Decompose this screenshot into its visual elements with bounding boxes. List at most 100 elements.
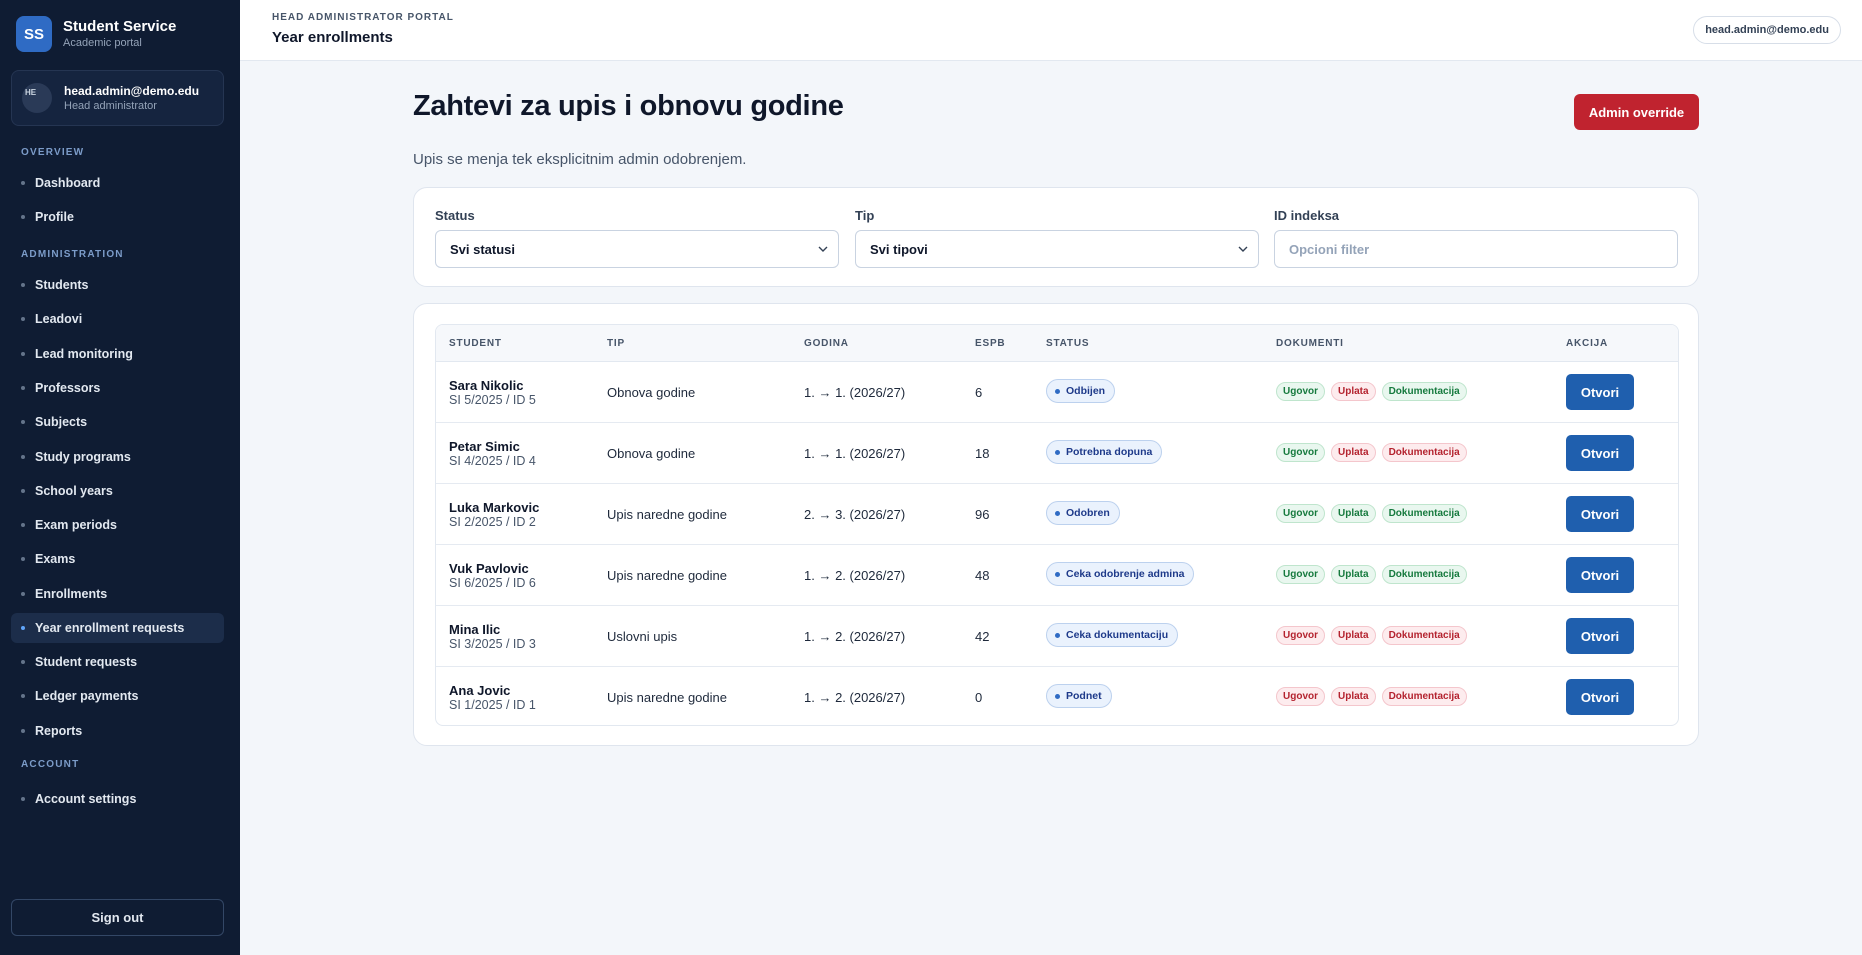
document-badge: Dokumentacija xyxy=(1381,687,1467,706)
sidebar-item-exams[interactable]: Exams xyxy=(11,544,224,574)
sidebar-item-label: Profile xyxy=(35,210,74,224)
open-button[interactable]: Otvori xyxy=(1566,557,1634,593)
request-type: Obnova godine xyxy=(607,446,696,461)
header-student: STUDENT xyxy=(449,338,502,349)
header-akcija: AKCIJA xyxy=(1566,338,1609,349)
action-cell: Otvori xyxy=(1566,618,1634,654)
sidebar-item-dashboard[interactable]: Dashboard xyxy=(11,168,224,198)
document-badge: Dokumentacija xyxy=(1381,382,1467,401)
status-badge: Podnet xyxy=(1046,684,1112,708)
sidebar-item-label: Professors xyxy=(35,381,101,395)
year-transition: 1. → 2. (2026/27) xyxy=(804,568,906,583)
bullet-icon xyxy=(21,352,25,356)
brand-logo: SS xyxy=(16,16,52,52)
document-badge: Uplata xyxy=(1331,504,1376,523)
table-row: Ana Jovic SI 1/2025 / ID 1 Upis naredne go… xyxy=(436,667,1678,725)
action-cell: Otvori xyxy=(1566,557,1634,593)
status-dot-icon xyxy=(1055,693,1060,699)
requests-table-card: STUDENT TIP GODINA ESPB STATUS DOKUMENTI… xyxy=(413,303,1699,746)
tip-select[interactable]: Svi tipovi xyxy=(855,230,1259,268)
year-transition: 1. → 1. (2026/27) xyxy=(804,385,906,400)
open-button[interactable]: Otvori xyxy=(1566,679,1634,715)
status-label: Podnet xyxy=(1066,690,1102,702)
sidebar-item-students[interactable]: Students xyxy=(11,270,224,300)
tip-select-value: Svi tipovi xyxy=(870,241,928,257)
admin-override-button[interactable]: Admin override xyxy=(1574,94,1699,130)
documents-cell: Ugovor Uplata Dokumentacija xyxy=(1276,382,1473,401)
action-cell: Otvori xyxy=(1566,374,1634,410)
document-badge: Dokumentacija xyxy=(1381,443,1467,462)
account-chip[interactable]: head.admin@demo.edu xyxy=(1693,16,1841,44)
action-cell: Otvori xyxy=(1566,496,1634,532)
page-subtitle: Upis se menja tek eksplicitnim admin odo… xyxy=(413,151,747,168)
id-filter: ID indeksa Opcioni filter xyxy=(1274,208,1678,268)
status-cell: Odbijen xyxy=(1046,379,1116,403)
sidebar-item-year-enrollment-requests[interactable]: Year enrollment requests xyxy=(11,613,224,643)
table-header: STUDENT TIP GODINA ESPB STATUS DOKUMENTI… xyxy=(436,325,1678,362)
sidebar-item-enrollments[interactable]: Enrollments xyxy=(11,579,224,609)
student-index: SI 4/2025 / ID 4 xyxy=(449,454,536,468)
sidebar-item-student-requests[interactable]: Student requests xyxy=(11,647,224,677)
student-name: Petar Simic xyxy=(449,439,520,454)
filters-card: Status Svi statusi Tip Svi tipovi ID ind… xyxy=(413,187,1699,287)
status-filter-label: Status xyxy=(435,208,475,223)
status-cell: Potrebna dopuna xyxy=(1046,440,1163,464)
student-name: Luka Markovic xyxy=(449,500,540,515)
sign-out-button[interactable]: Sign out xyxy=(11,899,224,936)
student-name: Ana Jovic xyxy=(449,683,511,698)
document-badge: Uplata xyxy=(1331,382,1376,401)
user-role: Head administrator xyxy=(64,99,157,112)
sidebar-item-label: Study programs xyxy=(35,450,131,464)
year-transition: 1. → 2. (2026/27) xyxy=(804,629,906,644)
status-badge: Ceka dokumentaciju xyxy=(1046,623,1179,647)
espb-value: 48 xyxy=(975,568,990,583)
request-type: Upis naredne godine xyxy=(607,568,727,583)
brand-subtitle: Academic portal xyxy=(63,37,142,49)
status-dot-icon xyxy=(1055,632,1060,638)
status-dot-icon xyxy=(1055,449,1060,455)
sidebar-item-account-settings[interactable]: Account settings xyxy=(11,784,224,814)
bullet-icon xyxy=(21,455,25,459)
requests-table: STUDENT TIP GODINA ESPB STATUS DOKUMENTI… xyxy=(435,324,1679,726)
open-button[interactable]: Otvori xyxy=(1566,496,1634,532)
sidebar-item-exam-periods[interactable]: Exam periods xyxy=(11,510,224,540)
status-dot-icon xyxy=(1055,510,1060,516)
sidebar-item-study-programs[interactable]: Study programs xyxy=(11,442,224,472)
sidebar-item-label: Account settings xyxy=(35,792,137,806)
status-select[interactable]: Svi statusi xyxy=(435,230,839,268)
espb-value: 96 xyxy=(975,507,990,522)
bullet-icon xyxy=(21,592,25,596)
sidebar-item-school-years[interactable]: School years xyxy=(11,476,224,506)
year-transition: 1. → 1. (2026/27) xyxy=(804,446,906,461)
status-badge: Potrebna dopuna xyxy=(1046,440,1163,464)
student-index: SI 1/2025 / ID 1 xyxy=(449,698,536,712)
status-cell: Ceka odobrenje admina xyxy=(1046,562,1195,586)
status-label: Ceka odobrenje admina xyxy=(1066,568,1185,580)
sidebar-item-professors[interactable]: Professors xyxy=(11,373,224,403)
student-name: Mina Ilic xyxy=(449,622,501,637)
id-filter-input[interactable]: Opcioni filter xyxy=(1274,230,1678,268)
request-type: Obnova godine xyxy=(607,385,696,400)
status-badge: Ceka odobrenje admina xyxy=(1046,562,1195,586)
status-select-value: Svi statusi xyxy=(450,241,516,257)
bullet-icon xyxy=(21,181,25,185)
sidebar: SS Student Service Academic portal HE he… xyxy=(0,0,240,955)
sidebar-item-subjects[interactable]: Subjects xyxy=(11,407,224,437)
brand-title: Student Service xyxy=(63,18,177,35)
open-button[interactable]: Otvori xyxy=(1566,618,1634,654)
sidebar-item-ledger-payments[interactable]: Ledger payments xyxy=(11,681,224,711)
open-button[interactable]: Otvori xyxy=(1566,435,1634,471)
sidebar-item-profile[interactable]: Profile xyxy=(11,202,224,232)
bullet-icon xyxy=(21,626,25,630)
sidebar-item-lead-monitoring[interactable]: Lead monitoring xyxy=(11,339,224,369)
status-cell: Ceka dokumentaciju xyxy=(1046,623,1179,647)
topbar: HEAD ADMINISTRATOR PORTAL Year enrollmen… xyxy=(240,0,1862,61)
user-card[interactable]: HE head.admin@demo.edu Head administrato… xyxy=(11,70,224,126)
portal-label: HEAD ADMINISTRATOR PORTAL xyxy=(272,12,454,23)
sidebar-item-reports[interactable]: Reports xyxy=(11,716,224,746)
open-button[interactable]: Otvori xyxy=(1566,374,1634,410)
sidebar-item-label: Reports xyxy=(35,724,83,738)
sidebar-item-leadovi[interactable]: Leadovi xyxy=(11,304,224,334)
documents-cell: Ugovor Uplata Dokumentacija xyxy=(1276,687,1473,706)
brand[interactable]: SS Student Service Academic portal xyxy=(16,16,176,52)
